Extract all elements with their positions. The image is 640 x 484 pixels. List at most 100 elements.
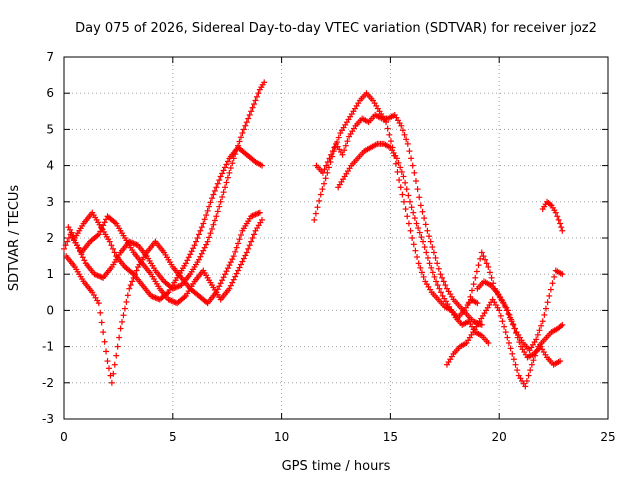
data-point: [249, 104, 256, 111]
data-point: [437, 271, 444, 278]
y-tick-label: 2: [46, 231, 54, 245]
data-point: [243, 119, 250, 126]
x-tick-label: 0: [60, 430, 68, 444]
x-tick-label: 10: [274, 430, 289, 444]
data-point: [129, 278, 136, 285]
data-point: [240, 255, 247, 262]
data-point: [469, 287, 475, 294]
data-point: [111, 249, 118, 256]
data-point: [405, 220, 412, 227]
data-point: [251, 231, 258, 238]
data-point: [527, 367, 534, 374]
data-point: [105, 365, 112, 372]
data-point: [98, 319, 105, 326]
data-point: [61, 245, 67, 252]
data-point: [216, 203, 223, 210]
data-point: [485, 339, 492, 346]
data-point: [437, 289, 444, 296]
data-point: [116, 334, 123, 341]
data-point: [386, 131, 393, 138]
data-point: [427, 238, 434, 245]
data-point: [407, 227, 414, 234]
data-point: [398, 122, 405, 129]
y-tick-label: 1: [46, 267, 54, 281]
data-point: [249, 235, 256, 241]
y-tick-label: 5: [46, 122, 54, 136]
data-point: [197, 227, 204, 234]
data-point: [408, 155, 415, 162]
data-point: [236, 236, 243, 243]
data-point: [429, 244, 436, 251]
data-point: [242, 122, 249, 129]
data-point: [100, 329, 107, 336]
data-point: [237, 134, 244, 141]
data-point: [467, 293, 474, 300]
data-point: [251, 101, 258, 108]
data-point: [226, 262, 233, 269]
data-point: [193, 238, 200, 245]
data-point: [79, 254, 86, 261]
data-point: [511, 325, 518, 332]
data-point: [415, 260, 422, 267]
data-point: [311, 216, 318, 223]
data-point: [418, 269, 425, 276]
data-point: [182, 260, 189, 267]
data-point: [216, 177, 223, 184]
data-point: [211, 187, 218, 194]
data-point: [436, 285, 443, 292]
data-point: [222, 184, 229, 191]
data-point: [208, 195, 215, 202]
data-point: [483, 260, 490, 267]
data-point: [426, 260, 433, 267]
data-point: [387, 138, 394, 145]
data-point: [114, 343, 121, 350]
data-point: [557, 358, 564, 365]
data-point: [214, 208, 221, 215]
data-point: [558, 224, 565, 231]
data-point: [502, 329, 509, 336]
data-point: [396, 177, 403, 184]
data-point: [397, 164, 404, 171]
data-point: [335, 134, 342, 141]
data-point: [98, 225, 105, 232]
x-tick-label: 20: [492, 430, 507, 444]
data-point: [222, 271, 229, 278]
data-point: [406, 198, 413, 205]
data-point: [207, 199, 214, 206]
data-point: [111, 361, 118, 368]
data-point: [126, 285, 133, 292]
data-point: [402, 206, 409, 213]
data-point: [499, 318, 506, 325]
data-point: [412, 247, 419, 254]
data-point: [229, 160, 236, 167]
data-point: [317, 191, 324, 198]
data-point: [442, 282, 449, 289]
data-point: [206, 203, 213, 210]
data-point: [185, 254, 192, 261]
y-axis-label: SDTVAR / TECUs: [7, 185, 22, 292]
data-point: [514, 367, 521, 374]
data-point: [64, 238, 71, 245]
data-point: [505, 311, 512, 318]
data-point: [229, 279, 236, 286]
y-tick-label: 4: [46, 159, 54, 173]
data-point: [402, 179, 409, 186]
data-point: [237, 231, 244, 238]
data-point: [121, 305, 128, 312]
data-point: [523, 377, 530, 384]
data-point: [217, 198, 224, 205]
y-tick-label: -2: [42, 376, 54, 390]
data-point: [409, 162, 416, 169]
data-point: [198, 224, 205, 231]
data-point: [224, 265, 231, 272]
grid-layer: [64, 57, 608, 419]
data-point: [403, 136, 410, 143]
data-point: [439, 274, 446, 281]
data-point: [119, 318, 126, 325]
data-point: [95, 231, 102, 238]
data-point: [223, 161, 230, 168]
data-point: [397, 184, 404, 191]
data-point: [557, 220, 564, 227]
chart-title: Day 075 of 2026, Sidereal Day-to-day VTE…: [75, 21, 597, 36]
data-point: [434, 260, 441, 267]
